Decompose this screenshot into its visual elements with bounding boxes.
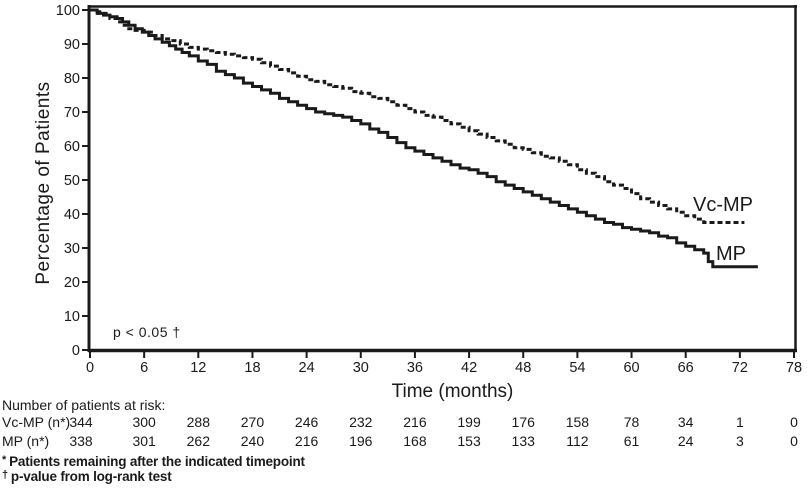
risk-count: 61 (623, 433, 640, 449)
risk-count: 288 (186, 414, 210, 430)
risk-count: 246 (294, 414, 319, 430)
x-tick-label: 12 (190, 360, 206, 376)
risk-count: 0 (790, 433, 798, 449)
risk-count: 78 (623, 414, 640, 430)
x-tick-label: 30 (353, 360, 369, 376)
risk-count: 0 (790, 414, 798, 430)
risk-count: 133 (511, 433, 535, 449)
footnote-patients-remaining: * Patients remaining after the indicated … (2, 454, 305, 469)
x-tick-label: 0 (86, 360, 94, 376)
y-tick-label: 60 (64, 139, 80, 155)
risk-count: 216 (294, 433, 319, 449)
risk-count: 34 (677, 414, 694, 430)
mp-curve (90, 8, 758, 269)
y-tick-label: 0 (72, 343, 80, 359)
x-tick-label: 48 (515, 360, 531, 376)
x-tick-label: 60 (623, 360, 639, 376)
footnote-log-rank: † p-value from log-rank test (2, 469, 172, 484)
footnote-text: Patients remaining after the indicated t… (9, 454, 305, 469)
y-tick-label: 100 (56, 3, 80, 19)
x-tick-label: 42 (461, 360, 477, 376)
y-tick-label: 20 (64, 275, 80, 291)
x-tick-label: 54 (569, 360, 585, 376)
y-tick-label: 40 (64, 207, 80, 223)
x-tick-label: 36 (407, 360, 423, 376)
risk-count: 344 (69, 414, 93, 430)
risk-row-label-vcmp: Vc-MP (n*) (2, 414, 71, 430)
risk-count: 262 (186, 433, 210, 449)
x-tick-label: 24 (299, 360, 315, 376)
legend-label-vcmp: Vc-MP (693, 194, 753, 216)
risk-count: 3 (735, 433, 744, 449)
risk-table-header: Number of patients at risk: (2, 397, 166, 413)
asterisk-marker: * (2, 454, 7, 466)
risk-count: 24 (677, 433, 694, 449)
risk-count: 153 (457, 433, 481, 449)
risk-count: 270 (240, 414, 265, 430)
risk-count: 112 (566, 433, 589, 449)
risk-count: 216 (403, 414, 427, 430)
risk-count: 338 (69, 433, 93, 449)
footnote-text: p-value from log-rank test (10, 469, 172, 484)
y-tick-label: 10 (64, 309, 80, 325)
risk-count: 301 (132, 433, 156, 449)
y-tick-label: 70 (64, 105, 80, 121)
p-value-annotation: p < 0.05 † (113, 324, 181, 340)
y-tick-label: 30 (64, 241, 80, 257)
x-axis-title: Time (months) (391, 381, 514, 402)
risk-count: 158 (565, 414, 590, 430)
dagger-marker: † (2, 469, 8, 481)
legend-label-mp: MP (716, 243, 746, 265)
risk-count: 196 (349, 433, 373, 449)
risk-count: 300 (132, 414, 156, 430)
x-tick-label: 78 (786, 360, 802, 376)
vcmp-curve (90, 8, 745, 224)
risk-count: 1 (735, 414, 744, 430)
y-tick-label: 90 (64, 37, 80, 53)
x-tick-label: 66 (678, 360, 694, 376)
risk-count: 168 (403, 433, 427, 449)
risk-count: 240 (240, 433, 265, 449)
risk-count: 232 (349, 414, 373, 430)
y-tick-label: 80 (64, 71, 80, 87)
y-axis-title: Percentage of Patients (33, 81, 54, 285)
risk-count: 199 (457, 414, 481, 430)
x-tick-label: 72 (732, 360, 748, 376)
y-tick-label: 50 (64, 173, 80, 189)
risk-count: 176 (511, 414, 535, 430)
x-tick-label: 6 (140, 360, 148, 376)
risk-row-label-mp: MP (n*) (2, 433, 50, 449)
x-tick-label: 18 (244, 360, 260, 376)
